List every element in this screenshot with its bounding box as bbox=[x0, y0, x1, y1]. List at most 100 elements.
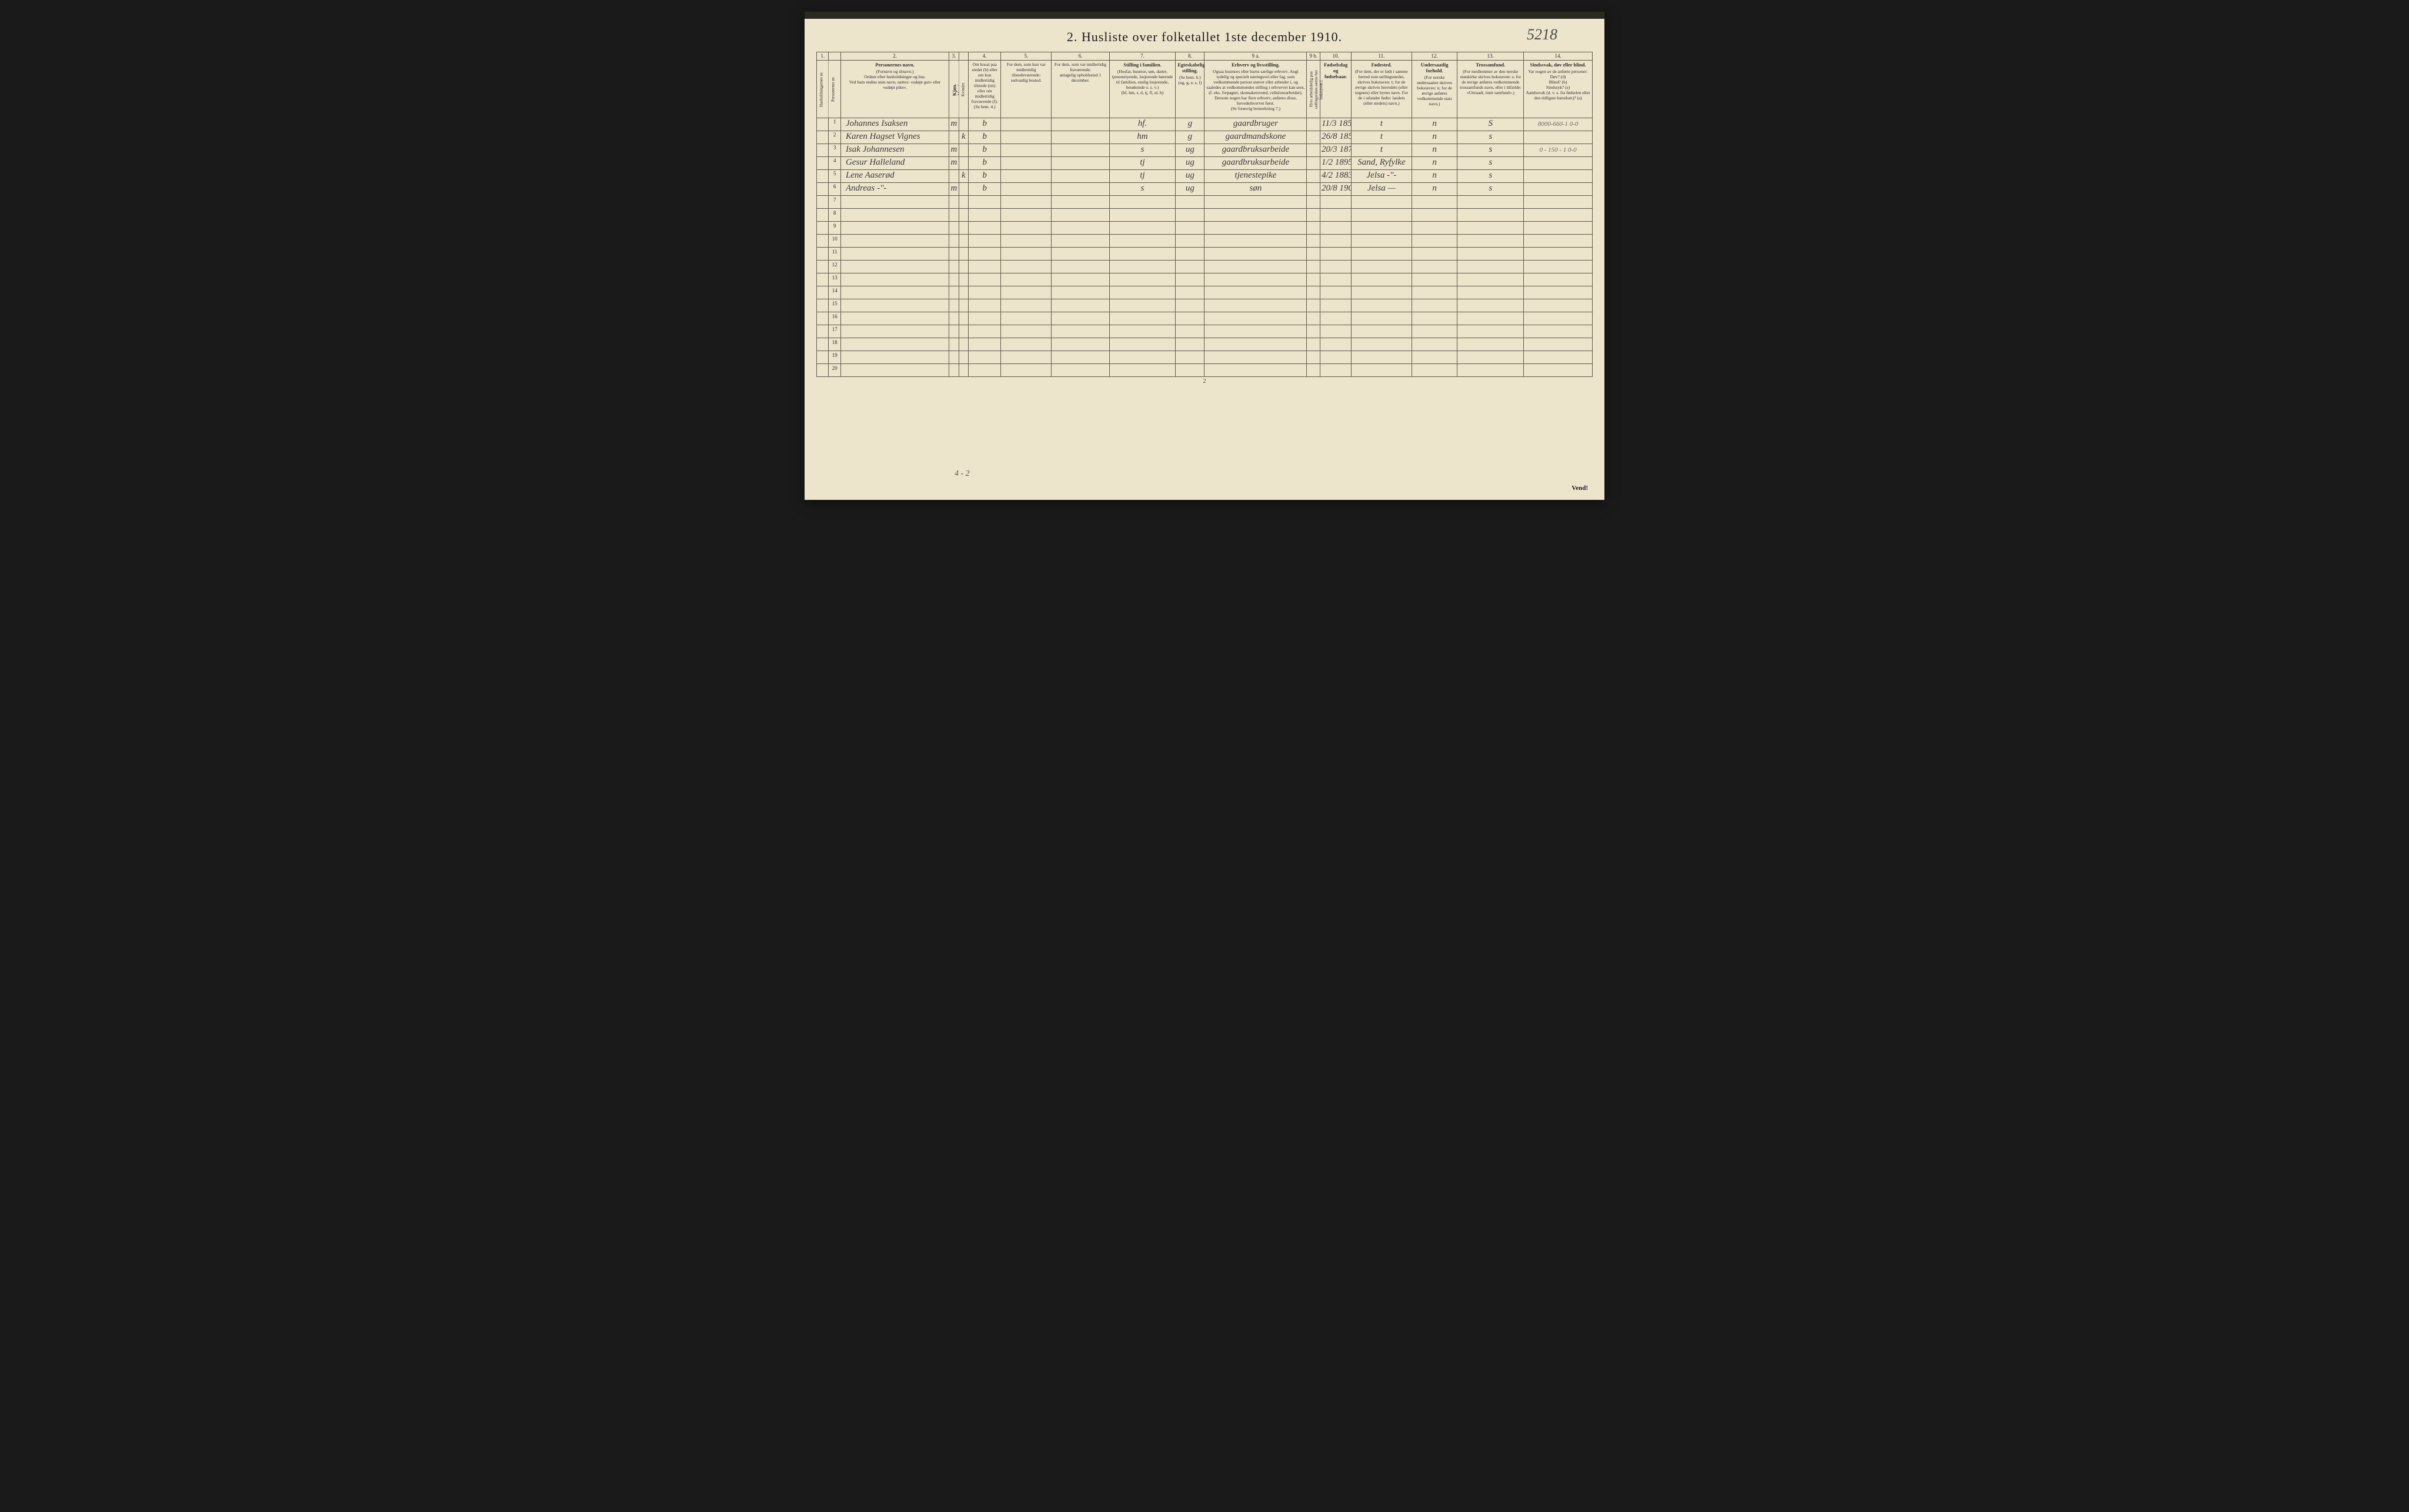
cell bbox=[959, 312, 968, 325]
cell bbox=[969, 286, 1001, 299]
cell bbox=[1524, 170, 1593, 183]
cell bbox=[840, 299, 949, 312]
cell bbox=[1307, 170, 1320, 183]
cell bbox=[1524, 286, 1593, 299]
cell bbox=[1052, 261, 1109, 273]
cell bbox=[840, 248, 949, 261]
col-header: Erhverv og livsstilling.Ogsaa husmors el… bbox=[1204, 61, 1307, 118]
cell: 13 bbox=[829, 273, 840, 286]
cell bbox=[1524, 364, 1593, 377]
cell bbox=[1307, 351, 1320, 364]
table-row-empty: 17 bbox=[817, 325, 1593, 338]
col-header: Fødested.(For dem, der er født i samme h… bbox=[1352, 61, 1412, 118]
cell bbox=[840, 222, 949, 235]
col-number: 13. bbox=[1457, 52, 1524, 61]
cell bbox=[1412, 364, 1457, 377]
cell bbox=[1457, 325, 1524, 338]
cell bbox=[1052, 325, 1109, 338]
cell bbox=[1412, 299, 1457, 312]
col-number: 2. bbox=[840, 52, 949, 61]
cell bbox=[1109, 235, 1176, 248]
cell bbox=[949, 209, 959, 222]
cell bbox=[840, 325, 949, 338]
title-row: 2. Husliste over folketallet 1ste decemb… bbox=[816, 29, 1593, 45]
cell bbox=[1524, 222, 1593, 235]
cell: hm bbox=[1109, 131, 1176, 144]
cell bbox=[1457, 222, 1524, 235]
cell bbox=[1524, 131, 1593, 144]
topright-note: 5218 bbox=[1527, 26, 1557, 44]
cell bbox=[959, 196, 968, 209]
cell: k bbox=[959, 170, 968, 183]
cell: n bbox=[1412, 170, 1457, 183]
cell bbox=[1052, 131, 1109, 144]
cell bbox=[817, 312, 829, 325]
cell: 8 bbox=[829, 209, 840, 222]
cell bbox=[1524, 338, 1593, 351]
cell bbox=[1524, 183, 1593, 196]
cell bbox=[1307, 338, 1320, 351]
cell bbox=[817, 222, 829, 235]
cell bbox=[817, 261, 829, 273]
cell bbox=[1176, 312, 1204, 325]
cell bbox=[1109, 209, 1176, 222]
cell bbox=[1352, 299, 1412, 312]
cell bbox=[1457, 209, 1524, 222]
table-row-empty: 13 bbox=[817, 273, 1593, 286]
col-header: For dem, som kun var midlertidig tilsted… bbox=[1001, 61, 1052, 118]
cell bbox=[1352, 248, 1412, 261]
cell bbox=[969, 273, 1001, 286]
cell bbox=[1204, 351, 1307, 364]
cell: 5 bbox=[829, 170, 840, 183]
col-number: 1. bbox=[817, 52, 829, 61]
table-row: 2Karen Hagset Vigneskbhmggaardmandskone2… bbox=[817, 131, 1593, 144]
page-title: 2. Husliste over folketallet 1ste decemb… bbox=[1067, 29, 1342, 45]
cell bbox=[1320, 209, 1352, 222]
cell bbox=[1524, 157, 1593, 170]
cell: 14 bbox=[829, 286, 840, 299]
cell: 10 bbox=[829, 235, 840, 248]
below-table-note: 4 - 2 bbox=[955, 469, 970, 479]
col-header: Undersaatlig forhold.(For norske undersa… bbox=[1412, 61, 1457, 118]
cell bbox=[817, 325, 829, 338]
cell: m bbox=[949, 157, 959, 170]
cell bbox=[1052, 157, 1109, 170]
cell: n bbox=[1412, 157, 1457, 170]
cell bbox=[1052, 338, 1109, 351]
cell bbox=[1176, 299, 1204, 312]
cell bbox=[1001, 170, 1052, 183]
cell bbox=[840, 312, 949, 325]
cell: Johannes Isaksen bbox=[840, 118, 949, 131]
cell bbox=[1052, 118, 1109, 131]
cell bbox=[1109, 299, 1176, 312]
cell: 19 bbox=[829, 351, 840, 364]
cell bbox=[817, 183, 829, 196]
cell bbox=[1457, 235, 1524, 248]
col-number: 3. bbox=[949, 52, 959, 61]
cell bbox=[949, 273, 959, 286]
col-number: 9 a. bbox=[1204, 52, 1307, 61]
cell: 1 bbox=[829, 118, 840, 131]
cell bbox=[840, 273, 949, 286]
cell bbox=[840, 209, 949, 222]
cell bbox=[1001, 325, 1052, 338]
cell bbox=[969, 196, 1001, 209]
cell: Andreas -"- bbox=[840, 183, 949, 196]
cell bbox=[1052, 209, 1109, 222]
cell bbox=[1176, 351, 1204, 364]
table-row-empty: 12 bbox=[817, 261, 1593, 273]
cell bbox=[1204, 209, 1307, 222]
cell bbox=[1176, 338, 1204, 351]
cell: 20/8 1903 bbox=[1320, 183, 1352, 196]
cell bbox=[1320, 364, 1352, 377]
cell bbox=[840, 338, 949, 351]
cell bbox=[1524, 261, 1593, 273]
cell: 11/3 1850 bbox=[1320, 118, 1352, 131]
cell bbox=[817, 196, 829, 209]
cell bbox=[1052, 144, 1109, 157]
cell: g bbox=[1176, 118, 1204, 131]
cell bbox=[817, 209, 829, 222]
cell bbox=[1412, 286, 1457, 299]
cell bbox=[949, 364, 959, 377]
col-header: For dem, som var midlertidig fraværende:… bbox=[1052, 61, 1109, 118]
